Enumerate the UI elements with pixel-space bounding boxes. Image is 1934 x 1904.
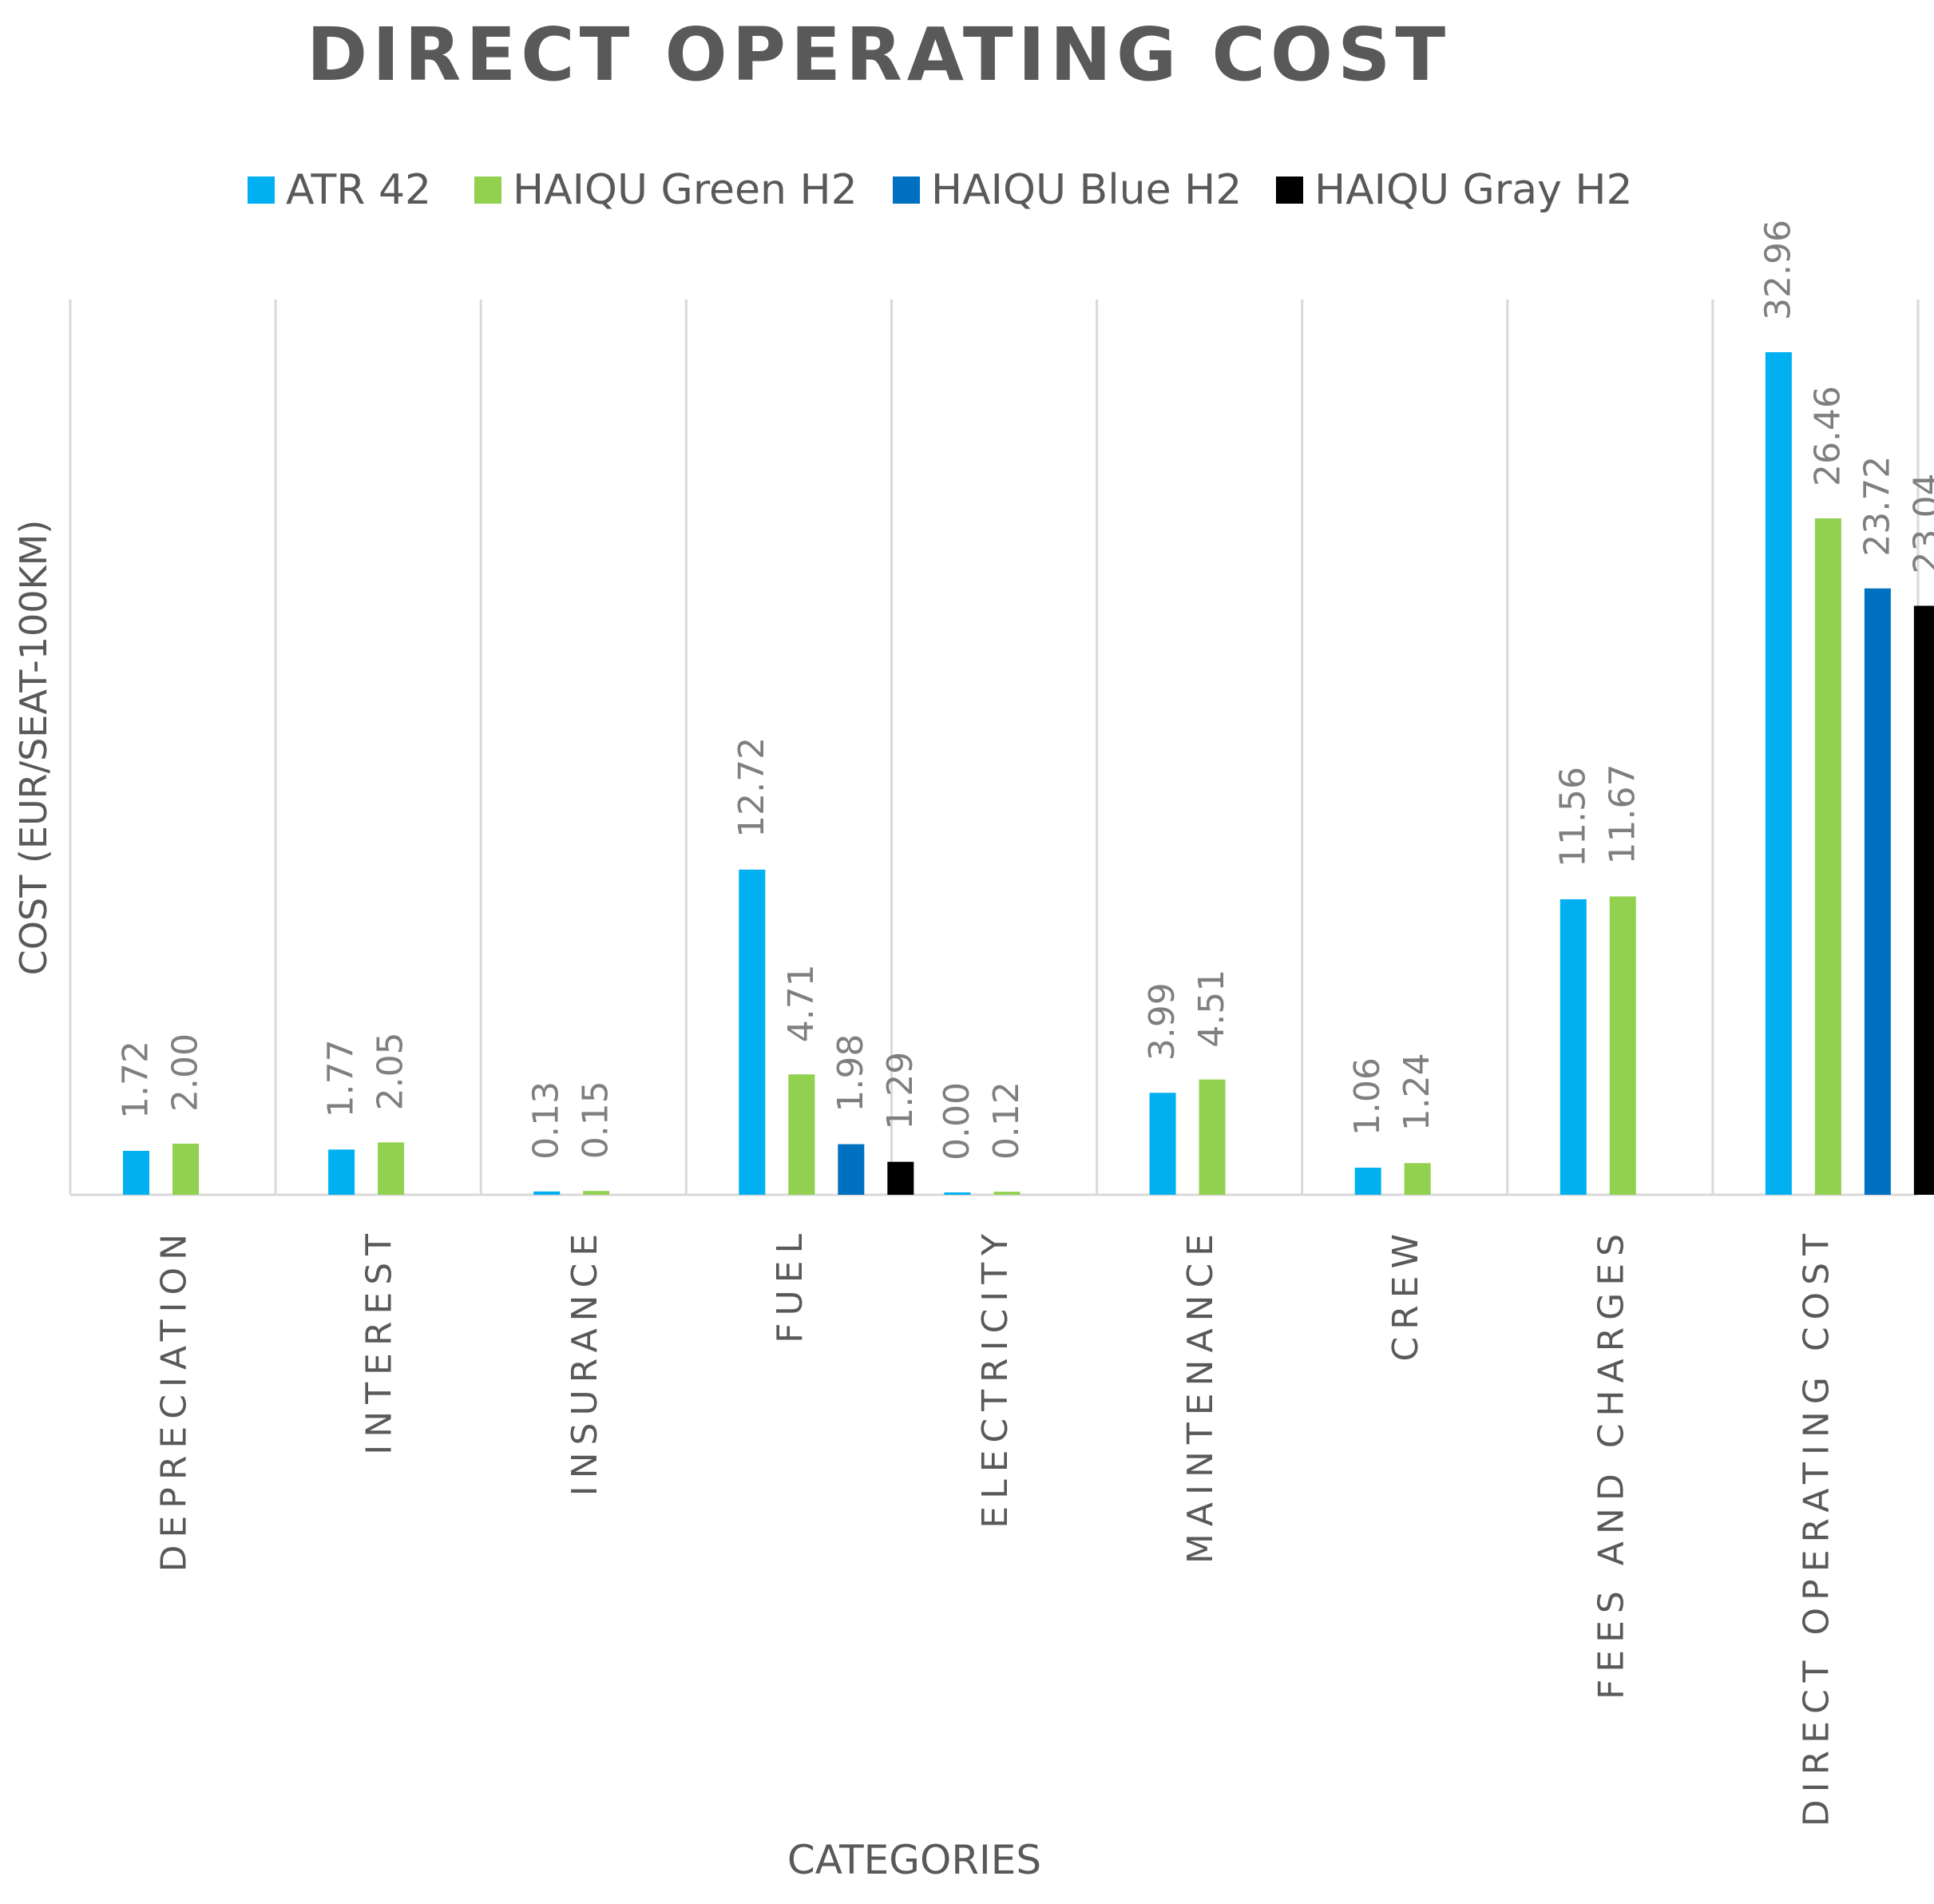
value-label: 1.29 bbox=[880, 1052, 921, 1130]
x-tick-label: DEPRECIATION bbox=[154, 1227, 195, 1572]
bar-haiqu-green-h2-crew bbox=[1405, 1163, 1431, 1195]
bar-atr-42-fees-and-charges bbox=[1560, 899, 1587, 1195]
bar-atr-42-insurance bbox=[533, 1192, 560, 1195]
x-tick-label: ELECTRICITY bbox=[975, 1227, 1016, 1529]
bar-haiqu-green-h2-fuel bbox=[788, 1074, 814, 1195]
bar-atr-42-depreciation bbox=[123, 1151, 149, 1195]
x-tick-label: FUEL bbox=[770, 1227, 810, 1343]
value-label: 2.00 bbox=[165, 1033, 206, 1112]
value-label: 32.96 bbox=[1758, 220, 1798, 320]
value-label: 1.98 bbox=[830, 1034, 871, 1113]
bar-haiqu-green-h2-direct-operating-cost bbox=[1815, 518, 1841, 1195]
legend-swatch bbox=[893, 177, 920, 204]
value-label: 4.71 bbox=[781, 964, 822, 1042]
x-tick-label: FEES AND CHARGES bbox=[1591, 1227, 1631, 1700]
value-label: 0.00 bbox=[937, 1082, 977, 1160]
bar-haiqu-green-h2-fees-and-charges bbox=[1610, 896, 1636, 1195]
bar-atr-42-electricity bbox=[944, 1192, 970, 1195]
x-tick-label: INSURANCE bbox=[565, 1227, 605, 1496]
x-axis-title: CATEGORIES bbox=[787, 1837, 1041, 1883]
value-label: 0.12 bbox=[986, 1081, 1027, 1160]
value-label: 4.51 bbox=[1191, 970, 1232, 1048]
x-tick-label: INTEREST bbox=[359, 1227, 400, 1455]
value-label: 11.56 bbox=[1552, 767, 1593, 867]
value-label: 3.99 bbox=[1142, 982, 1183, 1061]
x-tick-labels: DEPRECIATION INTEREST INSURANCE FUEL ELECTRI… bbox=[154, 1227, 1837, 1827]
value-label: 1.77 bbox=[321, 1039, 362, 1117]
bar-haiqu-green-h2-depreciation bbox=[172, 1144, 199, 1195]
bar-haiqu-green-h2-electricity bbox=[993, 1192, 1020, 1195]
value-label: 12.72 bbox=[731, 737, 772, 838]
bar-atr-42-maintenance bbox=[1150, 1093, 1176, 1195]
bar-atr-42-fuel bbox=[739, 870, 765, 1195]
x-tick-label: MAINTENANCE bbox=[1180, 1227, 1221, 1564]
bar-haiqu-blue-h2-direct-operating-cost bbox=[1865, 589, 1891, 1195]
bar-atr-42-direct-operating-cost bbox=[1766, 352, 1792, 1195]
value-label: 23.72 bbox=[1857, 456, 1897, 557]
legend-label: ATR 42 bbox=[286, 166, 431, 214]
bar-atr-42-interest bbox=[328, 1149, 355, 1195]
legend-label: HAIQU Green H2 bbox=[513, 166, 858, 214]
x-tick-label: CREW bbox=[1385, 1227, 1426, 1362]
bar-haiqu-green-h2-insurance bbox=[583, 1191, 609, 1195]
bar-haiqu-gray-h2-direct-operating-cost bbox=[1914, 606, 1934, 1195]
legend: ATR 42 HAIQU Green H2 HAIQU Blue H2 HAIQU G… bbox=[248, 166, 1633, 214]
bar-haiqu-gray-h2-fuel bbox=[887, 1162, 913, 1195]
bar-haiqu-green-h2-interest bbox=[378, 1142, 404, 1195]
bar-atr-42-crew bbox=[1355, 1168, 1381, 1195]
value-label: 1.72 bbox=[116, 1041, 157, 1119]
value-label: 2.05 bbox=[371, 1032, 411, 1110]
bar-haiqu-green-h2-maintenance bbox=[1199, 1080, 1226, 1195]
chart-title: DIRECT OPERATING COST bbox=[307, 12, 1450, 97]
value-label: 0.15 bbox=[576, 1081, 616, 1159]
value-label: 1.06 bbox=[1347, 1057, 1388, 1136]
value-label: 26.46 bbox=[1807, 386, 1848, 486]
value-label: 11.67 bbox=[1602, 764, 1643, 864]
value-label: 1.24 bbox=[1397, 1053, 1437, 1131]
legend-label: HAIQU Blue H2 bbox=[931, 166, 1242, 214]
legend-swatch bbox=[474, 177, 501, 204]
value-label: 0.13 bbox=[526, 1081, 567, 1160]
legend-swatch bbox=[248, 177, 275, 204]
y-axis-title: COST (EUR/SEAT-100KM) bbox=[12, 520, 55, 976]
x-tick-label: DIRECT OPERATING COST bbox=[1796, 1227, 1837, 1827]
value-label: 23.04 bbox=[1906, 474, 1934, 574]
legend-label: HAIQU Gray H2 bbox=[1314, 166, 1633, 214]
legend-swatch bbox=[1276, 177, 1303, 204]
bar-haiqu-blue-h2-fuel bbox=[838, 1144, 864, 1195]
